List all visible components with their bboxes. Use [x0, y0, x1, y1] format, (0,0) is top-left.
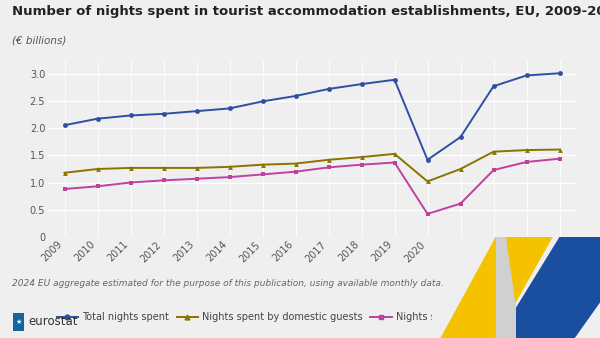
Text: 2024 EU aggregate estimated for the purpose of this publication, using available: 2024 EU aggregate estimated for the purp… [12, 279, 444, 288]
Text: Number of nights spent in tourist accommodation establishments, EU, 2009-2024: Number of nights spent in tourist accomm… [12, 5, 600, 18]
Text: eurostat: eurostat [29, 315, 78, 328]
Polygon shape [516, 237, 600, 338]
Legend: Total nights spent, Nights spent by domestic guests, Nights spent by internation: Total nights spent, Nights spent by dome… [53, 308, 578, 326]
Text: ★: ★ [16, 319, 22, 325]
Text: (€ billions): (€ billions) [12, 35, 67, 46]
Polygon shape [440, 237, 553, 338]
Polygon shape [496, 237, 516, 338]
